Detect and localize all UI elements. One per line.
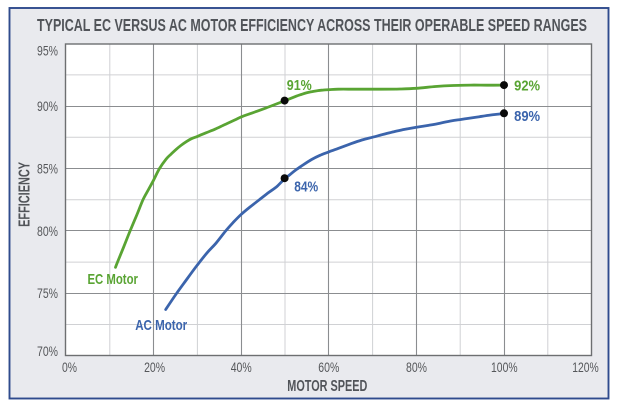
svg-text:AC Motor: AC Motor: [135, 317, 187, 334]
svg-text:100%: 100%: [491, 359, 518, 375]
svg-text:EC Motor: EC Motor: [87, 271, 138, 288]
svg-text:60%: 60%: [318, 359, 339, 375]
svg-text:70%: 70%: [37, 343, 58, 359]
svg-text:40%: 40%: [231, 359, 252, 375]
svg-text:91%: 91%: [287, 77, 312, 94]
svg-text:EFFICIENCY: EFFICIENCY: [17, 162, 34, 227]
svg-text:90%: 90%: [37, 98, 58, 114]
svg-text:85%: 85%: [37, 160, 58, 176]
svg-text:75%: 75%: [37, 285, 58, 301]
svg-text:120%: 120%: [572, 359, 599, 375]
svg-text:95%: 95%: [37, 42, 58, 58]
svg-text:0%: 0%: [62, 359, 77, 375]
svg-text:TYPICAL EC VERSUS AC MOTOR EFF: TYPICAL EC VERSUS AC MOTOR EFFICIENCY AC…: [37, 15, 587, 35]
svg-text:92%: 92%: [514, 78, 540, 95]
svg-text:20%: 20%: [144, 359, 165, 375]
svg-text:84%: 84%: [294, 178, 318, 195]
svg-text:89%: 89%: [514, 108, 540, 125]
svg-text:80%: 80%: [406, 359, 427, 375]
svg-text:MOTOR SPEED: MOTOR SPEED: [287, 378, 367, 395]
svg-text:80%: 80%: [37, 223, 58, 239]
